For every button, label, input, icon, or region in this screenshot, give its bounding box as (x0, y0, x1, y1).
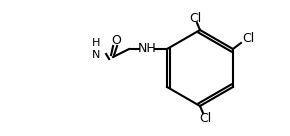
Text: Cl: Cl (242, 33, 254, 46)
Text: Cl: Cl (199, 112, 211, 124)
Text: NH: NH (138, 42, 157, 55)
Text: Cl: Cl (189, 12, 201, 24)
Text: H
N: H N (92, 38, 100, 60)
Text: O: O (111, 35, 121, 47)
